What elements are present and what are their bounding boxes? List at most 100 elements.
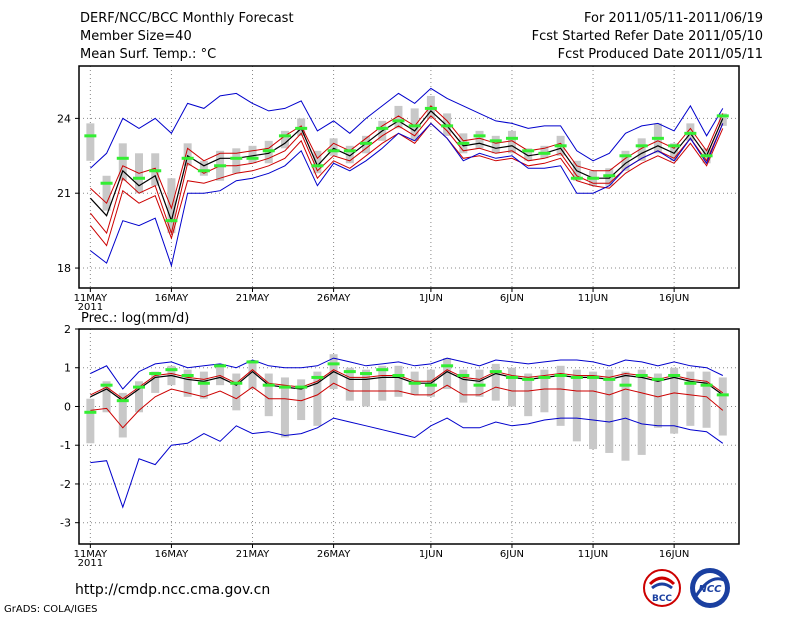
prec-ytick-label: -2 bbox=[60, 478, 71, 491]
prec-xtick-label: 6JUN bbox=[500, 549, 524, 560]
temp-iqr-box bbox=[118, 143, 127, 181]
temp-panel: 18 21 24 11MAY 16MAY 21MAY 26MAY 1JUN 6JUN 11JUN 1… bbox=[57, 65, 740, 313]
prec-xtick-label: 26MAY bbox=[317, 549, 351, 560]
fcst-produced-date: Fcst Produced Date 2011/05/11 bbox=[557, 47, 763, 62]
prec-observed-mark bbox=[603, 377, 616, 381]
prec-iqr-box bbox=[248, 359, 257, 390]
prec-iqr-box bbox=[102, 381, 111, 413]
prec-observed-mark bbox=[327, 362, 340, 366]
prec-iqr-box bbox=[264, 373, 273, 417]
prec-iqr-box bbox=[621, 371, 630, 461]
temp-iqr-box bbox=[475, 130, 484, 149]
prec-observed-mark bbox=[278, 385, 291, 389]
prec-iqr-box bbox=[216, 363, 225, 386]
prec-panel: -3 -2 -1 0 1 2 11MAY 16MAY 21MAY 26MAY 1JUN 6JUN 11J… bbox=[60, 311, 740, 569]
temp-iqr-box bbox=[102, 175, 111, 211]
prec-observed-mark bbox=[133, 385, 145, 389]
prec-observed-mark bbox=[441, 364, 454, 368]
temp-observed-mark bbox=[651, 136, 664, 140]
ncc-logo-text: NCC bbox=[698, 584, 722, 595]
temp-series-ensemble-max bbox=[90, 87, 724, 169]
temp-series-lower-spread-1 bbox=[90, 115, 724, 235]
temp-observed-mark bbox=[376, 126, 389, 130]
temp-xtick-label: 26MAY bbox=[317, 293, 351, 304]
footer-url[interactable]: http://cmdp.ncc.cma.gov.cn bbox=[75, 582, 271, 598]
prec-iqr-box bbox=[475, 369, 484, 397]
prec-iqr-box bbox=[459, 369, 468, 403]
prec-ytick-label: 1 bbox=[64, 362, 71, 375]
temp-observed-mark bbox=[408, 124, 421, 128]
prec-observed-mark bbox=[473, 383, 486, 387]
temp-observed-mark bbox=[587, 176, 600, 180]
temp-observed-mark bbox=[278, 134, 291, 138]
prec-iqr-box bbox=[232, 373, 241, 411]
temp-observed-mark bbox=[505, 136, 518, 140]
prec-observed-mark bbox=[360, 372, 373, 376]
temp-ytick-label: 21 bbox=[57, 187, 71, 200]
prec-iqr-box bbox=[524, 373, 533, 417]
prec-observed-mark bbox=[684, 381, 697, 385]
prec-observed-mark bbox=[522, 377, 535, 381]
temp-year-label: 2011 bbox=[78, 302, 103, 313]
bcc-logo: BCC bbox=[643, 569, 681, 607]
temp-observed-mark bbox=[262, 149, 275, 153]
prec-xtick-label: 11JUN bbox=[578, 549, 608, 560]
prec-observed-mark bbox=[570, 375, 583, 379]
prec-series-upper-spread bbox=[90, 369, 724, 400]
prec-observed-mark bbox=[343, 370, 356, 374]
bcc-logo-text: BCC bbox=[652, 594, 672, 604]
prec-iqr-box bbox=[718, 377, 727, 436]
prec-xtick-label: 21MAY bbox=[236, 549, 270, 560]
temp-xtick-label: 21MAY bbox=[236, 293, 270, 304]
prec-observed-mark bbox=[651, 377, 664, 381]
prec-series-ensemble-min bbox=[90, 417, 724, 509]
temp-observed-mark bbox=[327, 149, 340, 153]
temp-observed-mark bbox=[343, 149, 356, 153]
temp-iqr-box bbox=[491, 135, 500, 154]
prec-frame bbox=[78, 328, 740, 545]
prec-iqr-box bbox=[686, 371, 695, 426]
prec-title: Prec.: log(mm/d) bbox=[81, 311, 189, 326]
prec-observed-mark bbox=[700, 383, 713, 387]
prec-observed-mark bbox=[197, 381, 210, 385]
temp-iqr-box bbox=[199, 160, 208, 176]
temp-observed-mark bbox=[197, 169, 210, 173]
prec-iqr-box bbox=[199, 371, 208, 399]
temp-observed-mark bbox=[700, 154, 713, 158]
prec-observed-mark bbox=[505, 375, 518, 379]
prec-iqr-box bbox=[280, 377, 289, 438]
prec-observed-mark bbox=[392, 373, 405, 377]
prec-observed-mark bbox=[668, 373, 681, 377]
fcst-started-date: Fcst Started Refer Date 2011/05/10 bbox=[531, 29, 763, 44]
temp-observed-mark bbox=[668, 144, 681, 148]
prec-iqr-box bbox=[507, 367, 516, 407]
temp-iqr-box bbox=[345, 145, 354, 164]
temp-iqr-box bbox=[637, 138, 646, 161]
temp-iqr-box bbox=[329, 138, 338, 156]
prec-observed-mark bbox=[295, 385, 308, 389]
temp-series-ensemble-mean bbox=[89, 110, 724, 223]
temp-series-ensemble-min bbox=[90, 122, 724, 268]
prec-observed-mark bbox=[424, 383, 437, 387]
prec-series-lower-spread bbox=[90, 382, 724, 429]
temp-observed-mark bbox=[635, 144, 648, 148]
prec-iqr-box bbox=[653, 373, 662, 428]
temp-iqr-box bbox=[248, 145, 257, 164]
temp-observed-mark bbox=[84, 134, 97, 138]
temp-observed-mark bbox=[246, 156, 259, 160]
prec-observed-mark bbox=[262, 383, 275, 387]
temp-observed-mark bbox=[619, 154, 632, 158]
prec-iqr-box bbox=[313, 371, 322, 426]
temp-series-upper-spread bbox=[90, 105, 724, 210]
temp-xtick-label: 6JUN bbox=[500, 293, 524, 304]
prec-iqr-box bbox=[443, 358, 452, 390]
prec-iqr-box bbox=[605, 369, 614, 453]
prec-observed-mark bbox=[230, 381, 243, 385]
temp-observed-mark bbox=[716, 114, 729, 118]
temp-observed-mark bbox=[165, 219, 178, 223]
temp-observed-mark bbox=[392, 119, 405, 123]
prec-observed-mark bbox=[538, 375, 551, 379]
prec-observed-mark bbox=[489, 370, 502, 374]
prec-observed-mark bbox=[376, 368, 389, 372]
prec-observed-mark bbox=[246, 360, 259, 364]
